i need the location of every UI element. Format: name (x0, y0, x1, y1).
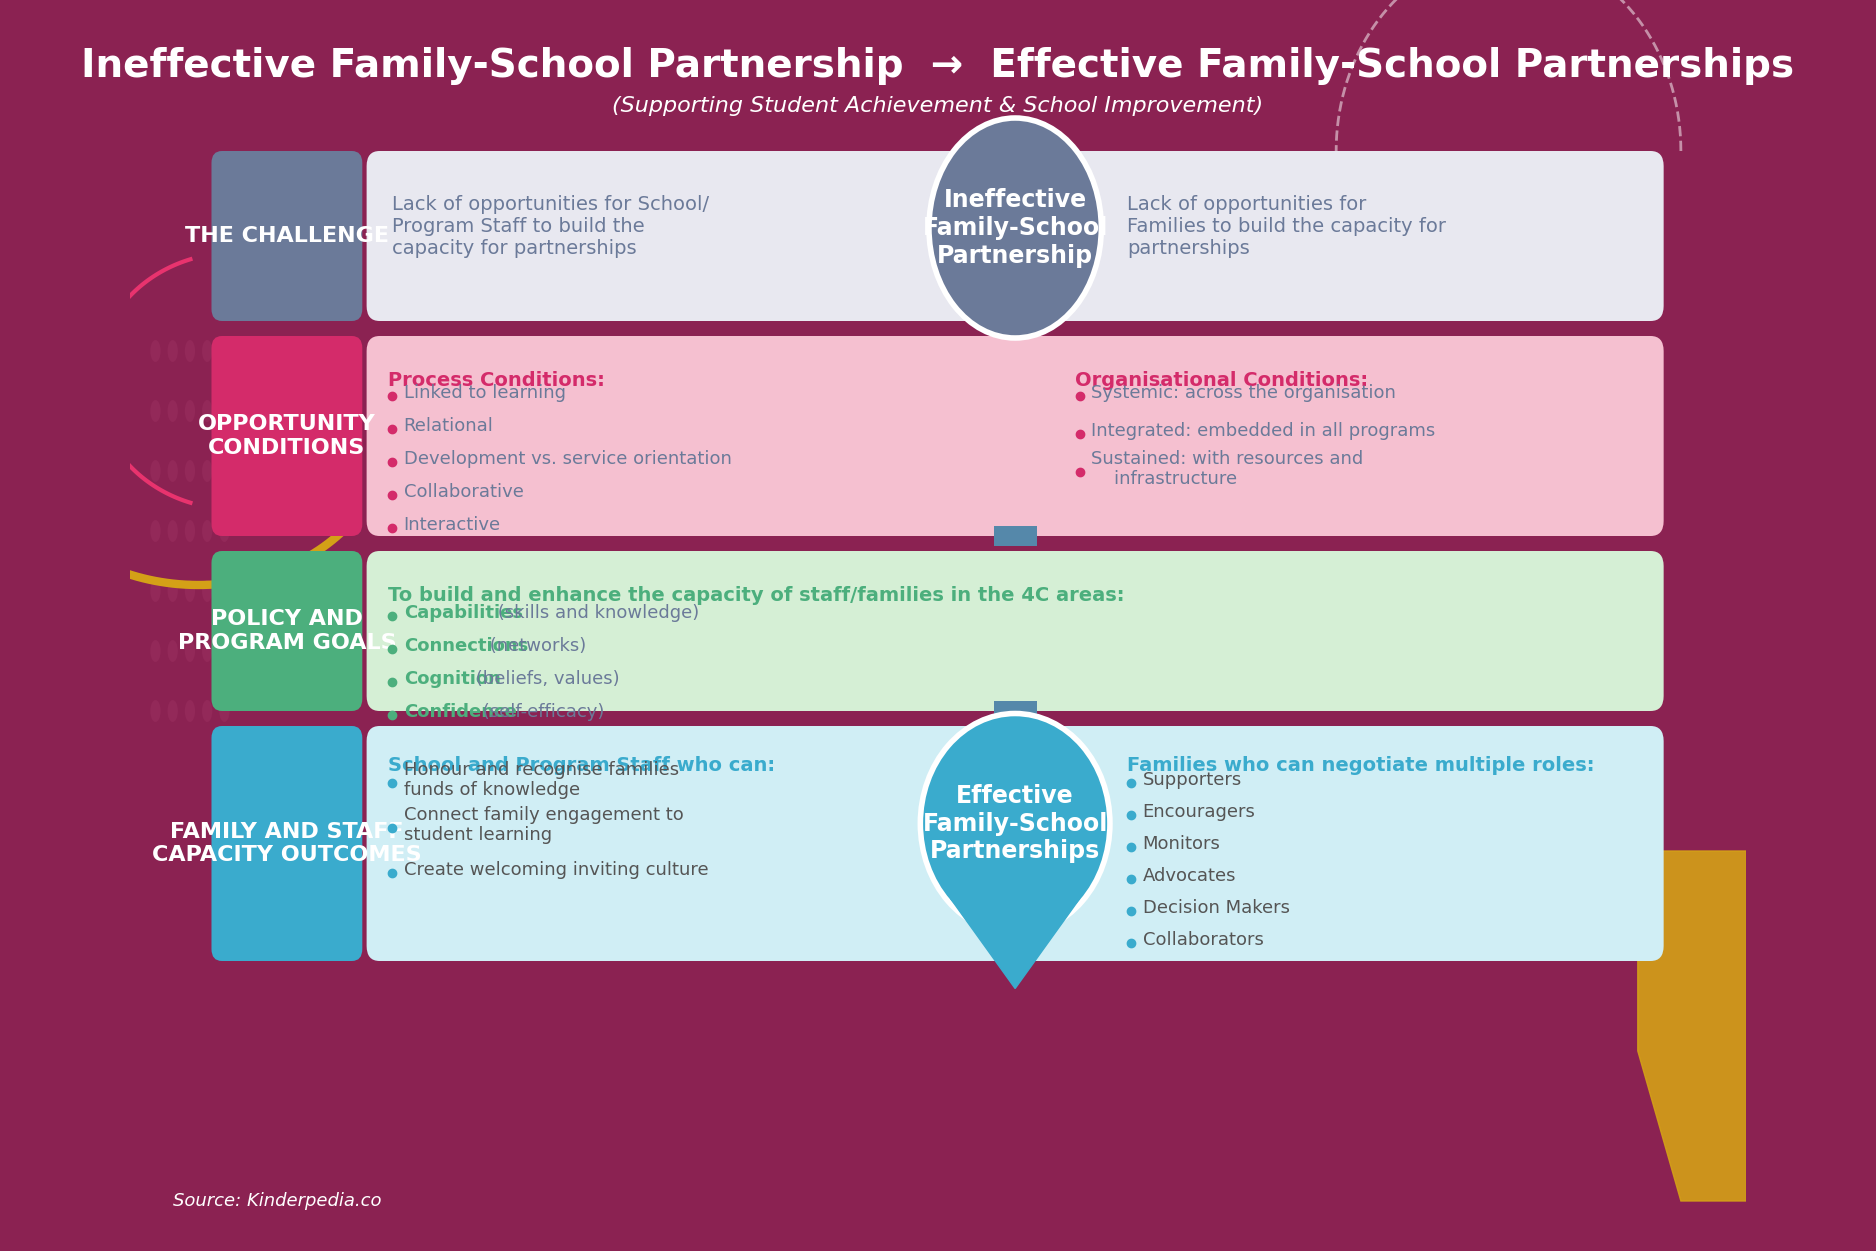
FancyBboxPatch shape (366, 726, 1664, 961)
Text: Collaborators: Collaborators (1142, 931, 1264, 950)
Text: Create welcoming inviting culture: Create welcoming inviting culture (403, 861, 709, 879)
Text: Connect family engagement to
student learning: Connect family engagement to student lea… (403, 806, 683, 844)
Ellipse shape (203, 340, 212, 362)
Ellipse shape (203, 460, 212, 482)
Text: Lack of opportunities for
Families to build the capacity for
partnerships: Lack of opportunities for Families to bu… (1127, 194, 1446, 258)
Text: OPPORTUNITY
CONDITIONS: OPPORTUNITY CONDITIONS (199, 414, 375, 458)
Polygon shape (1638, 851, 1747, 1201)
Ellipse shape (219, 641, 229, 662)
Ellipse shape (167, 460, 178, 482)
Text: (networks): (networks) (484, 637, 587, 656)
Ellipse shape (219, 520, 229, 542)
Ellipse shape (184, 460, 195, 482)
Ellipse shape (184, 400, 195, 422)
Ellipse shape (929, 118, 1101, 338)
FancyBboxPatch shape (366, 151, 1664, 322)
Ellipse shape (150, 641, 161, 662)
Ellipse shape (150, 701, 161, 722)
Ellipse shape (219, 400, 229, 422)
Ellipse shape (167, 400, 178, 422)
Text: To build and enhance the capacity of staff/families in the 4C areas:: To build and enhance the capacity of sta… (388, 585, 1124, 605)
Text: Cognition: Cognition (403, 671, 501, 688)
Text: Families who can negotiate multiple roles:: Families who can negotiate multiple role… (1127, 756, 1595, 776)
Ellipse shape (203, 400, 212, 422)
Text: Integrated: embedded in all programs: Integrated: embedded in all programs (1092, 422, 1435, 440)
Text: Lack of opportunities for School/
Program Staff to build the
capacity for partne: Lack of opportunities for School/ Progra… (392, 194, 709, 258)
Text: Development vs. service orientation: Development vs. service orientation (403, 450, 732, 468)
Text: (Supporting Student Achievement & School Improvement): (Supporting Student Achievement & School… (612, 96, 1264, 116)
Ellipse shape (203, 641, 212, 662)
Text: Capabilities: Capabilities (403, 604, 523, 622)
Text: Interactive: Interactive (403, 515, 501, 534)
Text: (self-efficacy): (self-efficacy) (477, 703, 604, 721)
Bar (994, 525, 1037, 545)
Ellipse shape (203, 580, 212, 602)
Ellipse shape (167, 520, 178, 542)
Text: Linked to learning: Linked to learning (403, 384, 567, 402)
Text: POLICY AND
PROGRAM GOALS: POLICY AND PROGRAM GOALS (178, 609, 396, 653)
Ellipse shape (150, 340, 161, 362)
FancyBboxPatch shape (212, 151, 362, 322)
Ellipse shape (150, 580, 161, 602)
Ellipse shape (167, 641, 178, 662)
Text: Systemic: across the organisation: Systemic: across the organisation (1092, 384, 1396, 402)
Text: Monitors: Monitors (1142, 834, 1221, 853)
Ellipse shape (219, 460, 229, 482)
Ellipse shape (167, 340, 178, 362)
Text: THE CHALLENGE: THE CHALLENGE (186, 226, 388, 246)
Ellipse shape (184, 340, 195, 362)
FancyBboxPatch shape (212, 726, 362, 961)
Circle shape (921, 713, 1111, 933)
Ellipse shape (203, 520, 212, 542)
Text: Sustained: with resources and
    infrastructure: Sustained: with resources and infrastruc… (1092, 449, 1364, 488)
Ellipse shape (167, 580, 178, 602)
Text: Advocates: Advocates (1142, 867, 1236, 884)
Ellipse shape (167, 701, 178, 722)
Ellipse shape (184, 520, 195, 542)
Text: Encouragers: Encouragers (1142, 803, 1255, 821)
Ellipse shape (203, 701, 212, 722)
Ellipse shape (184, 580, 195, 602)
Ellipse shape (150, 400, 161, 422)
Ellipse shape (219, 580, 229, 602)
Text: Relational: Relational (403, 417, 493, 435)
Ellipse shape (184, 641, 195, 662)
Text: (skills and knowledge): (skills and knowledge) (492, 604, 700, 622)
Text: Collaborative: Collaborative (403, 483, 523, 500)
Text: Effective
Family-School
Partnerships: Effective Family-School Partnerships (923, 783, 1109, 863)
Text: Organisational Conditions:: Organisational Conditions: (1075, 372, 1369, 390)
Text: Honour and recognise families
funds of knowledge: Honour and recognise families funds of k… (403, 761, 679, 799)
Text: Source: Kinderpedia.co: Source: Kinderpedia.co (173, 1192, 381, 1210)
Text: Decision Makers: Decision Makers (1142, 899, 1289, 917)
Text: School and Program Staff who can:: School and Program Staff who can: (388, 756, 775, 776)
FancyBboxPatch shape (212, 337, 362, 535)
Polygon shape (951, 898, 1081, 988)
Text: FAMILY AND STAFF
CAPACITY OUTCOMES: FAMILY AND STAFF CAPACITY OUTCOMES (152, 822, 422, 866)
Ellipse shape (219, 701, 229, 722)
Text: Supporters: Supporters (1142, 771, 1242, 789)
FancyBboxPatch shape (366, 337, 1664, 535)
Text: Connections: Connections (403, 637, 527, 656)
Ellipse shape (150, 460, 161, 482)
Text: Ineffective Family-School Partnership  →  Effective Family-School Partnerships: Ineffective Family-School Partnership → … (81, 48, 1795, 85)
FancyBboxPatch shape (366, 550, 1664, 711)
Text: Ineffective
Family-School
Partnership: Ineffective Family-School Partnership (923, 188, 1109, 268)
FancyBboxPatch shape (212, 550, 362, 711)
Ellipse shape (150, 520, 161, 542)
Text: Process Conditions:: Process Conditions: (388, 372, 606, 390)
Ellipse shape (184, 701, 195, 722)
Text: Confidence: Confidence (403, 703, 516, 721)
Text: (beliefs, values): (beliefs, values) (469, 671, 619, 688)
Ellipse shape (219, 340, 229, 362)
Bar (994, 701, 1037, 721)
